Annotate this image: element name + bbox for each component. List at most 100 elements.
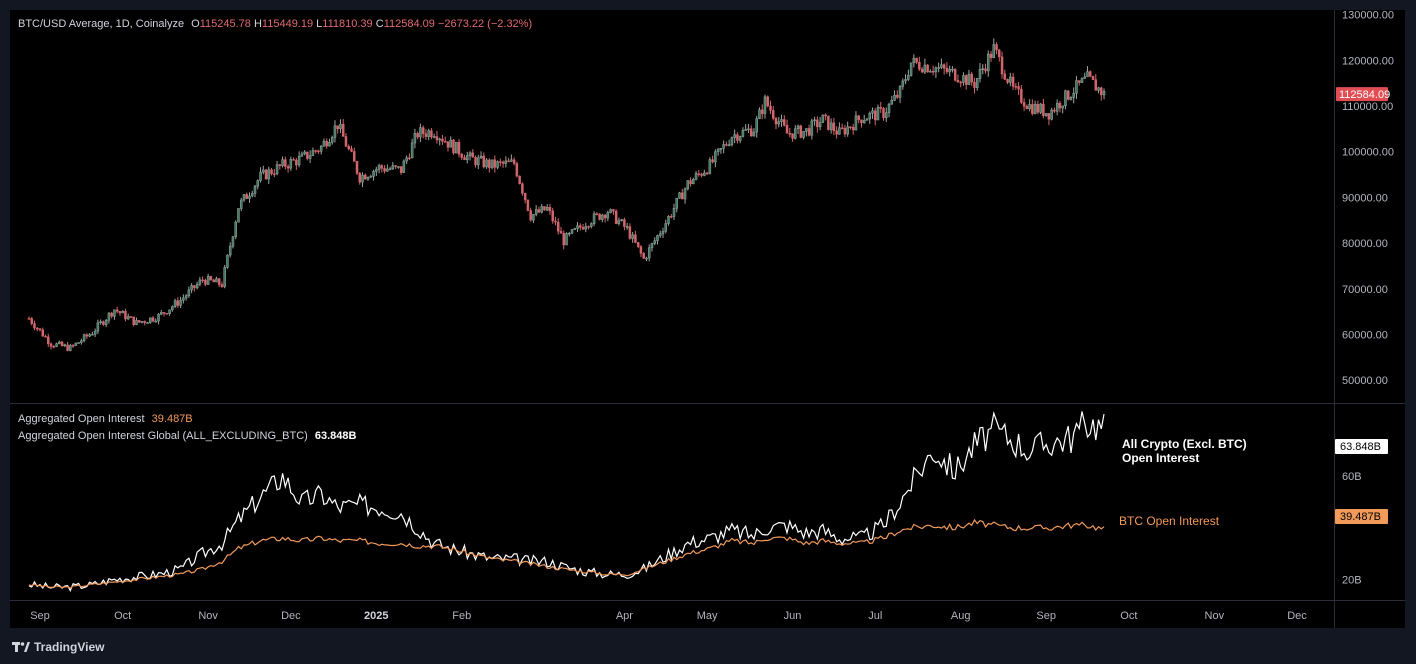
candle-body	[47, 336, 50, 345]
candle-body	[871, 110, 874, 114]
candle-body	[281, 159, 284, 166]
candle-body	[350, 148, 353, 152]
candle-body	[590, 223, 593, 227]
candle-body	[171, 306, 174, 311]
candle-body	[259, 171, 262, 181]
candle-body	[126, 316, 130, 320]
candle-body	[504, 160, 508, 164]
candle-body	[306, 151, 309, 159]
candle-body	[129, 316, 133, 318]
candle-body	[358, 173, 362, 183]
candle-body	[1091, 75, 1095, 80]
candle-body	[452, 139, 455, 154]
candle-body	[962, 75, 965, 83]
candle-body	[107, 312, 111, 321]
candle-body	[102, 321, 105, 325]
candle-body	[1053, 109, 1056, 112]
candle-body	[386, 168, 389, 172]
candle-body	[661, 231, 665, 235]
candle-body	[975, 78, 979, 88]
candle-body	[479, 155, 483, 159]
candle-body	[625, 226, 629, 228]
candle-body	[375, 169, 378, 172]
candle-body	[967, 73, 971, 85]
candle-body	[937, 67, 940, 69]
open-value: 115245.78	[199, 18, 251, 30]
tradingview-brand[interactable]: TradingView	[12, 638, 104, 656]
candle-body	[931, 71, 935, 73]
candle-body	[805, 128, 808, 132]
candle-body	[857, 115, 860, 121]
candle-body	[226, 254, 229, 268]
price-tick-label: 110000.00	[1342, 101, 1393, 113]
candle-body	[314, 150, 317, 152]
candle-body	[140, 321, 144, 323]
time-axis-label: Aug	[951, 610, 971, 622]
candle-body	[449, 139, 452, 148]
candle-body	[66, 344, 69, 351]
oi-btc-legend: Aggregated Open Interest 39.487B	[18, 412, 197, 426]
candle-body	[85, 334, 89, 337]
candle-body	[333, 125, 337, 138]
candle-body	[193, 285, 196, 289]
candle-body	[656, 235, 659, 241]
candle-body	[394, 165, 397, 167]
price-tick-label: 90000.00	[1342, 192, 1388, 204]
candle-body	[173, 300, 177, 307]
candle-body	[700, 173, 703, 176]
candle-body	[766, 96, 769, 107]
candle-body	[496, 161, 499, 168]
candle-body	[176, 300, 180, 306]
candle-body	[104, 319, 108, 325]
candle-body	[468, 152, 472, 157]
candle-body	[512, 159, 516, 164]
high-value: 115449.19	[261, 18, 314, 30]
candle-body	[722, 144, 725, 149]
candle-body	[796, 125, 800, 130]
price-legend-symbol: BTC/USD Average, 1D, Coinalyze	[18, 18, 185, 30]
candle-body	[30, 318, 33, 324]
candle-body	[361, 174, 364, 183]
candle-body	[912, 57, 916, 64]
candle-body	[562, 233, 565, 246]
candle-body	[137, 320, 141, 323]
candle-body	[755, 118, 758, 133]
candle-body	[110, 312, 113, 317]
oi-global-line	[28, 411, 1105, 592]
candle-body	[995, 44, 998, 51]
time-axis-label: Feb	[452, 610, 471, 622]
candle-body	[838, 127, 841, 135]
oi-global-legend-name: Aggregated Open Interest Global (ALL_EXC…	[18, 430, 308, 442]
time-axis-label: Apr	[616, 610, 633, 622]
candle-body	[783, 119, 786, 126]
candle-body	[992, 44, 996, 58]
candle-body	[275, 164, 279, 175]
time-axis-label: May	[697, 610, 718, 622]
candle-body	[239, 199, 243, 209]
candle-body	[675, 197, 679, 209]
candle-body	[780, 119, 783, 122]
candle-body	[278, 164, 282, 166]
price-tick-label: 130000.00	[1342, 10, 1394, 22]
candle-body	[303, 151, 306, 155]
candle-body	[182, 297, 185, 301]
candle-body	[501, 161, 505, 164]
candle-body	[565, 233, 568, 246]
candle-body	[284, 159, 287, 167]
candle-body	[179, 299, 182, 306]
candle-body	[785, 125, 789, 134]
candle-body	[813, 119, 816, 122]
candle-body	[52, 346, 56, 348]
low-value: 111810.39	[322, 18, 373, 30]
candle-body	[308, 155, 312, 159]
candle-body	[948, 68, 951, 73]
candle-body	[416, 133, 419, 138]
candle-body	[446, 141, 450, 148]
candle-body	[234, 221, 237, 238]
candle-body	[463, 157, 466, 161]
candle-body	[325, 140, 328, 147]
candle-body	[667, 216, 670, 224]
candle-body	[537, 209, 541, 213]
time-axis-label: Sep	[30, 610, 50, 622]
